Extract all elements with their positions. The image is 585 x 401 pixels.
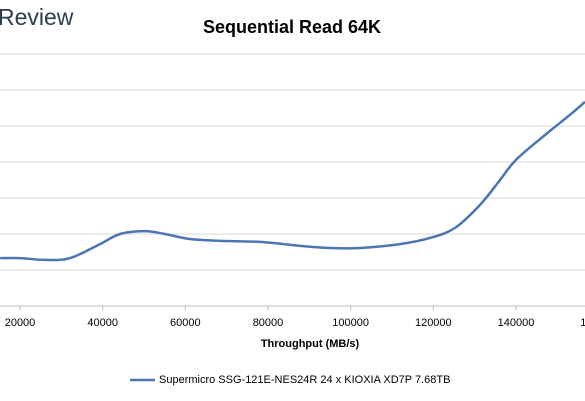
x-tick-label: 60000 — [170, 317, 201, 329]
x-tick-label: 100000 — [332, 317, 369, 329]
series-line — [0, 100, 585, 262]
chart-title: Sequential Read 64K — [203, 17, 381, 37]
x-tick-label: 40000 — [87, 317, 118, 329]
x-tick-label: 80000 — [253, 317, 284, 329]
x-tick-label: 120000 — [415, 317, 452, 329]
x-tick-label: 20000 — [5, 317, 36, 329]
x-tick-label: 140000 — [498, 317, 535, 329]
x-tick-label: 160000 — [580, 317, 585, 329]
logo: Review — [0, 4, 74, 30]
legend-label: Supermicro SSG-121E-NES24R 24 x KIOXIA X… — [159, 374, 450, 386]
x-axis-title: Throughput (MB/s) — [261, 338, 360, 350]
